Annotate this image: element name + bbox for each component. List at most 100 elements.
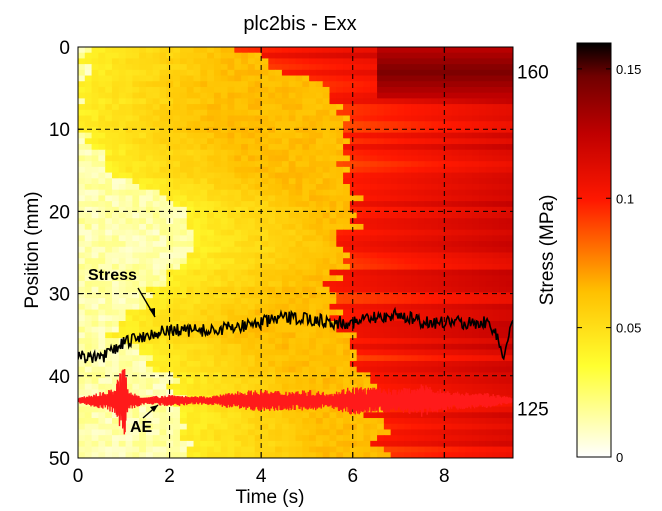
- heatmap-cell: [431, 303, 439, 311]
- heatmap-cell: [281, 223, 290, 231]
- heatmap-cell: [98, 81, 106, 88]
- heatmap-cell: [241, 218, 249, 225]
- heatmap-cell: [472, 195, 480, 202]
- heatmap-cell: [397, 121, 405, 128]
- heatmap-cell: [445, 155, 453, 162]
- heatmap-cell: [186, 355, 195, 362]
- heatmap-cell: [159, 86, 167, 94]
- heatmap-cell: [431, 275, 439, 282]
- heatmap-cell: [132, 366, 140, 373]
- heatmap-cell: [377, 286, 385, 294]
- heatmap-cell: [145, 389, 154, 396]
- heatmap-cell: [227, 69, 235, 77]
- heatmap-cell: [390, 166, 399, 174]
- heatmap-cell: [139, 412, 147, 419]
- heatmap-cell: [370, 178, 378, 185]
- heatmap-cell: [111, 423, 120, 431]
- heatmap-cell: [322, 52, 331, 60]
- heatmap-cell: [329, 64, 337, 71]
- heatmap-cell: [336, 286, 344, 294]
- heatmap-cell: [193, 241, 201, 248]
- heatmap-cell: [363, 166, 371, 174]
- heatmap-cell: [465, 184, 473, 191]
- heatmap-cell: [465, 195, 473, 202]
- heatmap-cell: [506, 98, 513, 105]
- heatmap-cell: [275, 81, 283, 88]
- heatmap-cell: [438, 406, 446, 413]
- heatmap-cell: [322, 343, 331, 351]
- heatmap-cell: [91, 338, 99, 345]
- heatmap-cell: [377, 275, 385, 282]
- heatmap-cell: [397, 132, 405, 139]
- heatmap-cell: [254, 121, 263, 128]
- heatmap-cell: [179, 263, 188, 271]
- heatmap-cell: [118, 126, 127, 134]
- heatmap-cell: [241, 52, 249, 60]
- heatmap-cell: [499, 161, 507, 168]
- heatmap-cell: [445, 355, 453, 362]
- heatmap-cell: [288, 423, 297, 431]
- x-tick-label: 4: [256, 466, 267, 487]
- heatmap-cell: [186, 452, 195, 458]
- heatmap-cell: [343, 92, 351, 99]
- heatmap-cell: [363, 366, 371, 373]
- heatmap-cell: [186, 144, 195, 151]
- heatmap-cell: [397, 126, 405, 134]
- heatmap-cell: [254, 366, 263, 373]
- heatmap-cell: [145, 355, 154, 362]
- heatmap-cell: [363, 309, 371, 316]
- heatmap-cell: [234, 246, 242, 254]
- heatmap-cell: [438, 189, 446, 197]
- heatmap-cell: [281, 98, 290, 105]
- heatmap-cell: [207, 155, 215, 162]
- heatmap-cell: [213, 104, 222, 111]
- heatmap-cell: [268, 429, 276, 436]
- heatmap-cell: [179, 86, 188, 94]
- heatmap-cell: [479, 161, 487, 168]
- heatmap-cell: [499, 383, 507, 391]
- heatmap-cell: [275, 423, 283, 431]
- heatmap-cell: [479, 423, 487, 431]
- heatmap-cell: [173, 86, 181, 94]
- heatmap-cell: [404, 281, 412, 288]
- heatmap-cell: [118, 115, 127, 122]
- heatmap-cell: [499, 52, 507, 60]
- heatmap-cell: [111, 418, 120, 425]
- heatmap-cell: [485, 332, 494, 339]
- heatmap-cell: [111, 109, 120, 117]
- heatmap-cell: [186, 241, 195, 248]
- heatmap-cell: [234, 52, 242, 60]
- heatmap-cell: [200, 343, 208, 351]
- heatmap-cell: [193, 189, 201, 197]
- heatmap-cell: [458, 258, 467, 265]
- heatmap-cell: [411, 309, 419, 316]
- heatmap-cell: [105, 321, 113, 328]
- heatmap-cell: [295, 161, 303, 168]
- heatmap-cell: [159, 275, 167, 282]
- heatmap-cell: [492, 241, 501, 248]
- heatmap-cell: [336, 321, 344, 328]
- heatmap-cell: [472, 58, 480, 65]
- heatmap-cell: [145, 189, 154, 197]
- heatmap-cell: [98, 104, 106, 111]
- heatmap-cell: [166, 355, 174, 362]
- heatmap-cell: [78, 75, 86, 82]
- heatmap-cell: [315, 263, 324, 271]
- heatmap-cell: [411, 144, 419, 151]
- heatmap-cell: [315, 309, 324, 316]
- heatmap-cell: [397, 149, 405, 157]
- heatmap-cell: [506, 269, 513, 276]
- heatmap-cell: [78, 292, 86, 299]
- heatmap-cell: [91, 235, 99, 242]
- heatmap-cell: [329, 229, 337, 236]
- heatmap-cell: [91, 292, 99, 299]
- heatmap-cell: [145, 109, 154, 117]
- heatmap-cell: [98, 281, 106, 288]
- heatmap-cell: [451, 138, 460, 145]
- heatmap-cell: [329, 429, 337, 436]
- heatmap-cell: [159, 315, 167, 322]
- heatmap-cell: [377, 184, 385, 191]
- heatmap-cell: [343, 309, 351, 316]
- heatmap-cell: [105, 178, 113, 185]
